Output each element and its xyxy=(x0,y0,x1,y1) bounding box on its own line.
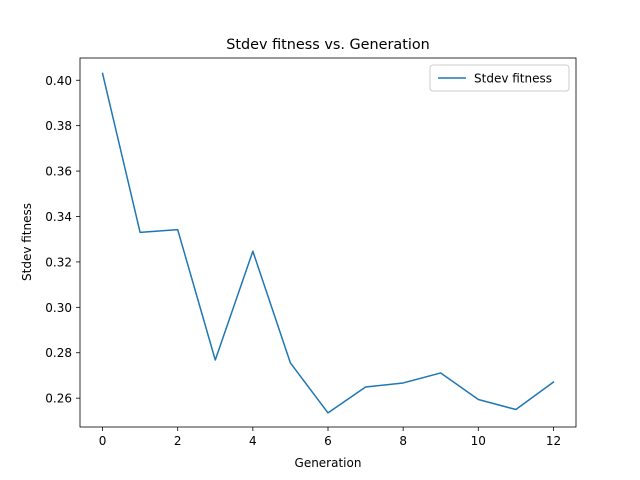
chart-title: Stdev fitness vs. Generation xyxy=(226,37,430,53)
x-tick-label: 8 xyxy=(399,434,407,448)
series-line-0 xyxy=(101,72,555,414)
x-tick-label: 10 xyxy=(471,434,486,448)
legend-box xyxy=(429,64,570,92)
legend-label: Stdev fitness xyxy=(474,72,552,86)
x-axis-label: Generation xyxy=(295,456,362,470)
y-tick-label: 0.38 xyxy=(45,119,72,133)
x-tick-label: 2 xyxy=(174,434,182,448)
y-tick-label: 0.40 xyxy=(45,74,72,88)
x-tick-label: 0 xyxy=(99,434,107,448)
y-tick-label: 0.28 xyxy=(45,346,72,360)
x-tick-label: 4 xyxy=(249,434,257,448)
plot-area: 0 2 4 6 8 10 12 0.26 0.28 0.30 0.32 0.34 0.36 0.38 0.4… xyxy=(45,57,577,448)
x-tick-label: 6 xyxy=(324,434,332,448)
y-tick-label: 0.32 xyxy=(45,255,72,269)
y-axis-label: Stdev fitness xyxy=(20,203,34,281)
y-tick-label: 0.26 xyxy=(45,392,72,406)
y-tick-label: 0.34 xyxy=(45,210,72,224)
legend: Stdev fitness xyxy=(429,64,570,92)
y-tick-label: 0.30 xyxy=(45,301,72,315)
y-tick-label: 0.36 xyxy=(45,165,72,179)
x-tick-label: 12 xyxy=(546,434,561,448)
